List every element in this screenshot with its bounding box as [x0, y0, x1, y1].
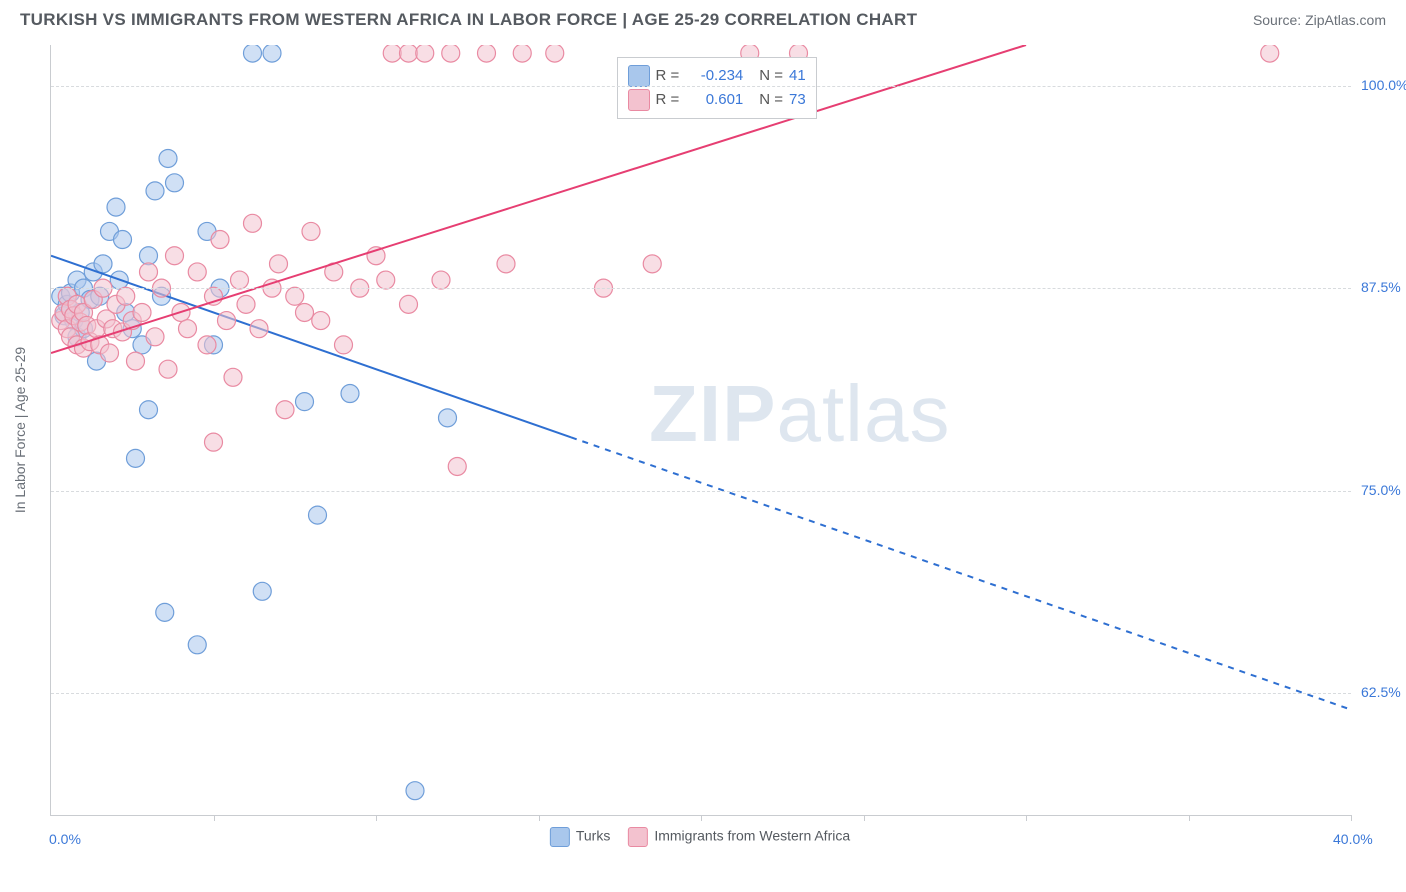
scatter-point — [107, 198, 125, 216]
scatter-point — [250, 320, 268, 338]
scatter-point — [406, 782, 424, 800]
plot-area: ZIPatlas R = -0.234N = 41R = 0.601N = 73… — [50, 45, 1351, 816]
gridline — [51, 491, 1351, 492]
scatter-point — [432, 271, 450, 289]
stats-box: R = -0.234N = 41R = 0.601N = 73 — [617, 57, 817, 119]
scatter-point — [442, 45, 460, 62]
x-tick — [701, 815, 702, 821]
x-tick — [1351, 815, 1352, 821]
scatter-point — [383, 45, 401, 62]
regression-line — [51, 45, 1026, 353]
scatter-point — [296, 303, 314, 321]
scatter-point — [218, 312, 236, 330]
scatter-point — [205, 433, 223, 451]
stats-row: R = -0.234N = 41 — [628, 64, 806, 88]
scatter-point — [146, 182, 164, 200]
legend-swatch — [628, 827, 648, 847]
y-tick-label: 75.0% — [1361, 482, 1401, 498]
scatter-point — [276, 401, 294, 419]
scatter-point — [312, 312, 330, 330]
gridline — [51, 86, 1351, 87]
scatter-point — [546, 45, 564, 62]
scatter-point — [296, 393, 314, 411]
scatter-point — [335, 336, 353, 354]
scatter-point — [146, 328, 164, 346]
scatter-point — [439, 409, 457, 427]
gridline — [51, 288, 1351, 289]
scatter-point — [341, 385, 359, 403]
x-tick — [539, 815, 540, 821]
x-tick — [864, 815, 865, 821]
stats-row: R = 0.601N = 73 — [628, 88, 806, 112]
scatter-point — [478, 45, 496, 62]
y-tick-label: 62.5% — [1361, 684, 1401, 700]
x-tick — [214, 815, 215, 821]
scatter-point — [140, 263, 158, 281]
scatter-point — [211, 231, 229, 249]
scatter-point — [497, 255, 515, 273]
x-max-label: 40.0% — [1333, 831, 1373, 847]
scatter-point — [270, 255, 288, 273]
scatter-point — [244, 45, 262, 62]
x-tick — [1189, 815, 1190, 821]
scatter-point — [133, 303, 151, 321]
scatter-point — [127, 352, 145, 370]
scatter-point — [1261, 45, 1279, 62]
gridline — [51, 693, 1351, 694]
legend-item: Immigrants from Western Africa — [628, 827, 850, 847]
scatter-point — [117, 287, 135, 305]
y-axis-label: In Labor Force | Age 25-29 — [12, 347, 28, 513]
scatter-point — [94, 255, 112, 273]
scatter-point — [448, 457, 466, 475]
scatter-point — [188, 263, 206, 281]
scatter-point — [101, 344, 119, 362]
scatter-point — [159, 360, 177, 378]
regression-line-dashed — [571, 437, 1351, 709]
chart-source: Source: ZipAtlas.com — [1253, 12, 1386, 28]
legend-item: Turks — [550, 827, 610, 847]
scatter-point — [159, 149, 177, 167]
scatter-point — [309, 506, 327, 524]
scatter-point — [156, 603, 174, 621]
scatter-point — [513, 45, 531, 62]
plot-wrap: In Labor Force | Age 25-29 ZIPatlas R = … — [50, 45, 1350, 815]
scatter-point — [253, 582, 271, 600]
y-tick-label: 87.5% — [1361, 279, 1401, 295]
scatter-point — [166, 247, 184, 265]
scatter-point — [643, 255, 661, 273]
scatter-point — [166, 174, 184, 192]
scatter-point — [400, 295, 418, 313]
scatter-point — [231, 271, 249, 289]
scatter-point — [244, 214, 262, 232]
legend: Turks Immigrants from Western Africa — [550, 827, 850, 847]
scatter-point — [179, 320, 197, 338]
regression-line — [51, 256, 571, 438]
scatter-point — [140, 401, 158, 419]
chart-svg — [51, 45, 1351, 815]
scatter-point — [224, 368, 242, 386]
x-tick — [1026, 815, 1027, 821]
scatter-point — [400, 45, 418, 62]
scatter-point — [140, 247, 158, 265]
legend-swatch — [628, 65, 650, 87]
scatter-point — [302, 222, 320, 240]
scatter-point — [188, 636, 206, 654]
scatter-point — [416, 45, 434, 62]
chart-header: TURKISH VS IMMIGRANTS FROM WESTERN AFRIC… — [0, 0, 1406, 30]
x-min-label: 0.0% — [49, 831, 81, 847]
scatter-point — [114, 231, 132, 249]
chart-title: TURKISH VS IMMIGRANTS FROM WESTERN AFRIC… — [20, 10, 917, 30]
scatter-point — [127, 449, 145, 467]
scatter-point — [198, 336, 216, 354]
scatter-point — [263, 45, 281, 62]
legend-swatch — [550, 827, 570, 847]
scatter-point — [286, 287, 304, 305]
scatter-point — [377, 271, 395, 289]
legend-swatch — [628, 89, 650, 111]
y-tick-label: 100.0% — [1361, 77, 1406, 93]
scatter-point — [237, 295, 255, 313]
x-tick — [376, 815, 377, 821]
